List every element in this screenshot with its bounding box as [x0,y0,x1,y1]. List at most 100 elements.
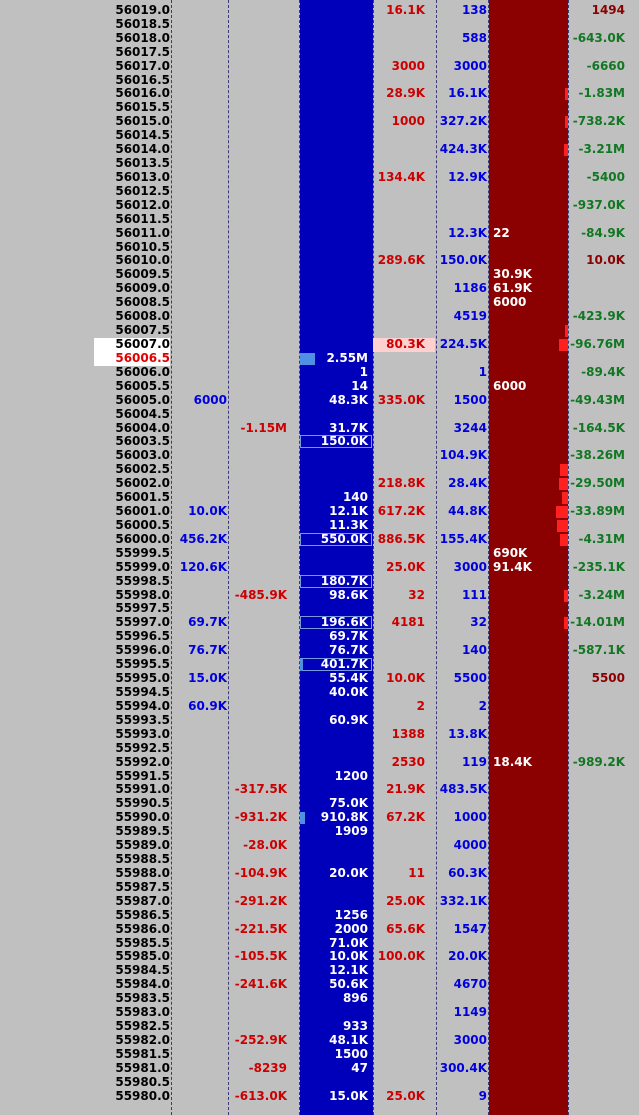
ladder-row[interactable]: 55996.5 69.7K [0,629,639,644]
ladder-row[interactable]: 56012.0 -937.0K [0,198,639,213]
price-cell[interactable]: 55993.5 [115,712,170,727]
price-cell[interactable]: 55980.0 [115,1088,170,1103]
ladder-row[interactable]: 55993.5 60.9K [0,712,639,728]
bid-depth-cell[interactable]: 1200 [334,768,368,783]
bid-depth-cell[interactable]: 40.0K [329,685,368,699]
price-cell[interactable]: 55989.5 [115,824,170,839]
bid-depth-cell[interactable]: 2.55M [326,350,368,365]
price-cell[interactable]: 55993.0 [115,726,170,741]
price-cell[interactable]: 56009.5 [115,267,170,282]
price-cell[interactable]: 55994.5 [115,685,170,699]
ladder-row[interactable]: 56015.0 1000 327.2K -738.2K [0,114,639,129]
price-cell[interactable]: 56005.5 [115,378,170,393]
bid-depth-cell[interactable]: 2000 [334,921,368,936]
ladder-row[interactable]: 56016.0 28.9K 16.1K -1.83M [0,87,639,101]
ladder-row[interactable]: 55992.0 2530 119 18.4K -989.2K [0,754,639,770]
price-cell[interactable]: 56008.0 [115,309,170,324]
price-cell[interactable]: 56000.0 [115,531,170,546]
bid-size-cell[interactable]: 15.0K [188,671,227,686]
ladder-row[interactable]: 56003.0 104.9K -38.26M [0,448,639,463]
ladder-row[interactable]: 55990.5 75.0K [0,796,639,811]
price-cell[interactable]: 55984.5 [115,963,170,978]
price-cell[interactable]: 55988.0 [115,865,170,880]
bid-depth-cell[interactable]: 550.0K [320,531,368,546]
ladder-row[interactable]: 56002.5 [0,462,639,477]
price-cell[interactable]: 55982.0 [115,1033,170,1047]
bid-depth-cell[interactable]: 15.0K [329,1088,368,1103]
ladder-row[interactable]: 56017.0 3000 3000 -6660 [0,58,639,74]
bid-size-cell[interactable]: 6000 [193,392,227,407]
ask-depth-cell[interactable]: 61.9K [493,281,532,296]
bid-depth-cell[interactable]: 1256 [334,907,368,922]
price-cell[interactable]: 56003.5 [115,434,170,449]
bid-depth-cell[interactable]: 10.0K [329,949,368,964]
bid-depth-cell[interactable]: 180.7K [320,573,368,588]
ladder-row[interactable]: 55991.5 1200 [0,768,639,784]
ladder-row[interactable]: 55995.0 15.0K 55.4K 10.0K 5500 5500 [0,671,639,686]
ladder-row[interactable]: 56013.5 [0,156,639,171]
price-cell[interactable]: 56019.0 [115,2,170,17]
bid-depth-cell[interactable]: 48.3K [329,392,368,407]
ladder-row[interactable]: 55987.0 -291.2K 25.0K 332.1K [0,894,639,909]
ladder-row[interactable]: 55999.0 120.6K 25.0K 3000 91.4K -235.1K [0,559,639,575]
ladder-row[interactable]: 56012.5 [0,183,639,199]
price-cell[interactable]: 55992.0 [115,754,170,769]
price-cell[interactable]: 55999.0 [115,559,170,574]
ladder-row[interactable]: 56008.5 6000 [0,295,639,310]
ladder-row[interactable]: 56000.0 456.2K 550.0K 886.5K 155.4K -4.31M [0,531,639,547]
price-cell[interactable]: 56009.0 [115,281,170,296]
ladder-row[interactable]: 56005.5 14 6000 [0,378,639,394]
bid-depth-cell[interactable]: 1909 [334,824,368,839]
ask-depth-cell[interactable]: 690K [493,545,528,560]
ladder-row[interactable]: 56004.0 -1.15M 31.7K 3244 -164.5K [0,421,639,436]
price-cell[interactable]: 56017.0 [115,58,170,73]
ladder-row[interactable]: 55982.0 -252.9K 48.1K 3000 [0,1033,639,1048]
ladder-row[interactable]: 56006.0 1 1 -89.4K [0,365,639,380]
price-cell[interactable]: 55985.0 [115,949,170,964]
price-cell[interactable]: 56007.5 [115,323,170,338]
price-cell[interactable]: 56001.5 [115,490,170,505]
bid-depth-cell[interactable]: 14 [351,378,368,393]
ladder-row[interactable]: 56019.0 16.1K 138 1494 [0,2,639,18]
price-cell[interactable]: 55986.5 [115,907,170,922]
ask-depth-cell[interactable]: 6000 [493,295,527,310]
price-cell[interactable]: 56001.0 [115,504,170,519]
ladder-row[interactable]: 56002.0 218.8K 28.4K -29.50M [0,476,639,491]
ladder-row[interactable]: 56005.0 6000 48.3K 335.0K 1500 -49.43M [0,392,639,408]
ladder-row[interactable]: 55995.5 401.7K [0,657,639,672]
ladder-row[interactable]: 55984.0 -241.6K 50.6K 4670 [0,977,639,992]
bid-size-cell[interactable]: 69.7K [188,615,227,630]
price-cell[interactable]: 56005.0 [115,392,170,407]
price-cell[interactable]: 55981.5 [115,1046,170,1061]
bid-depth-cell[interactable]: 12.1K [329,504,368,519]
price-cell[interactable]: 56011.0 [115,225,170,240]
bid-depth-cell[interactable]: 69.7K [329,629,368,644]
ladder-row[interactable]: 56009.0 1186 61.9K [0,281,639,296]
ladder-row[interactable]: 56006.5 2.55M [0,350,639,366]
ask-depth-cell[interactable]: 18.4K [493,754,532,769]
ask-depth-cell[interactable]: 22 [493,225,510,240]
price-cell[interactable]: 56012.5 [115,183,170,198]
price-cell[interactable]: 55990.0 [115,810,170,825]
ladder-row[interactable]: 56011.5 [0,212,639,227]
price-cell[interactable]: 55996.5 [115,629,170,644]
bid-depth-cell[interactable]: 98.6K [329,587,368,602]
ladder-row[interactable]: 56014.5 [0,128,639,143]
ladder-row[interactable]: 56019.5 [0,0,639,4]
price-cell[interactable]: 56000.5 [115,517,170,532]
bid-depth-cell[interactable]: 75.0K [329,796,368,811]
price-cell[interactable]: 56015.5 [115,100,170,115]
price-cell[interactable]: 55990.5 [115,796,170,811]
price-cell[interactable]: 55998.0 [115,587,170,602]
ladder-row[interactable]: 56004.5 [0,406,639,422]
bid-depth-cell[interactable]: 71.0K [329,935,368,950]
price-cell[interactable]: 56017.5 [115,44,170,59]
price-cell[interactable]: 56010.5 [115,239,170,254]
ladder-row[interactable]: 55991.0 -317.5K 21.9K 483.5K [0,783,639,797]
price-cell[interactable]: 55983.5 [115,991,170,1006]
price-cell[interactable]: 56004.5 [115,406,170,421]
price-cell[interactable]: 55992.5 [115,740,170,755]
ladder-row[interactable]: 56009.5 30.9K [0,267,639,282]
price-cell[interactable]: 56015.0 [115,114,170,129]
price-cell[interactable]: 55987.5 [115,879,170,894]
